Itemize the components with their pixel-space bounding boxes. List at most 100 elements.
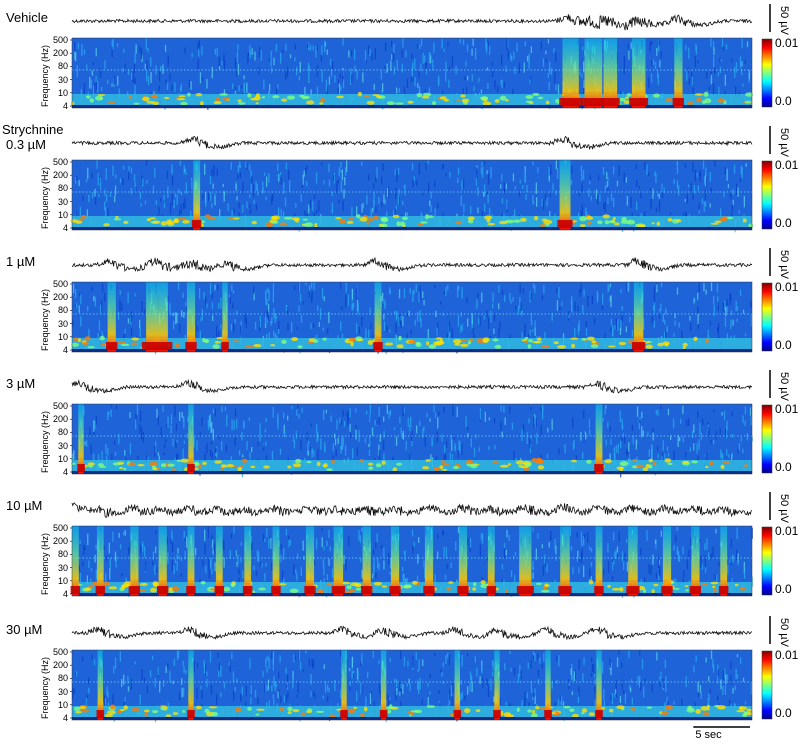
event-burst (128, 526, 140, 596)
frequency-tick-label: 10 (57, 209, 68, 220)
frequency-tick-label: 10 (57, 87, 68, 98)
frequency-tick-label: 80 (57, 549, 68, 560)
panel-label: Vehicle (6, 10, 48, 25)
colorbar-max-label: 0.01 (775, 402, 799, 416)
event-burst (389, 526, 401, 596)
eeg-trace (71, 378, 753, 394)
event-burst (672, 38, 684, 108)
frequency-tick-label: 200 (52, 170, 68, 181)
event-burst (626, 526, 640, 596)
frequency-tick-label: 30 (57, 562, 68, 573)
event-burst (106, 282, 118, 352)
event-burst (271, 526, 281, 596)
frequency-axis-label: Frequency (Hz) (40, 288, 50, 351)
frequency-tick-label: 500 (52, 401, 68, 411)
panel-label: 3 µM (6, 376, 35, 391)
frequency-tick-label: 200 (52, 292, 68, 303)
event-burst (157, 526, 169, 596)
event-burst (595, 650, 603, 720)
panel-label: 30 µM (6, 622, 42, 637)
event-burst (544, 650, 552, 720)
event-burst (221, 282, 229, 352)
eeg-trace (71, 625, 753, 641)
event-burst (361, 526, 373, 596)
event-burst (95, 526, 106, 596)
panel-label-line: 30 µM (6, 622, 43, 637)
colorbar-max-label: 0.01 (775, 280, 799, 294)
event-burst (70, 526, 81, 596)
spectrogram (70, 159, 754, 233)
frequency-tick-label: 30 (57, 74, 68, 85)
event-burst (453, 650, 462, 720)
voltage-scale-label: 50 µV (778, 494, 790, 523)
panel-label: Strychnine 0.3 µM (2, 122, 63, 152)
voltage-scale-label: 50 µV (778, 128, 790, 157)
frequency-tick-label: 200 (52, 414, 68, 425)
frequency-tick-label: 500 (52, 523, 68, 533)
event-burst (423, 526, 435, 596)
event-burst (340, 650, 348, 720)
frequency-tick-label: 10 (57, 699, 68, 710)
event-burst (96, 650, 105, 720)
frequency-tick-label: 80 (57, 61, 68, 72)
frequency-axis-label: Frequency (Hz) (40, 532, 50, 595)
event-burst (581, 38, 606, 108)
event-burst (186, 526, 196, 596)
colorbar-max-label: 0.01 (775, 648, 799, 662)
spectrogram (71, 649, 753, 723)
event-burst (191, 160, 202, 230)
panel-label-line: 3 µM (6, 376, 36, 391)
colorbar-min-label: 0.0 (775, 338, 792, 352)
frequency-tick-label: 4 (62, 713, 68, 723)
event-burst (214, 526, 225, 596)
frequency-tick-label: 80 (57, 183, 68, 194)
time-scale-label: 5 sec (695, 729, 722, 741)
frequency-tick-label: 30 (57, 318, 68, 329)
frequency-axis-label: Frequency (Hz) (40, 656, 50, 719)
event-burst (594, 404, 604, 474)
frequency-axis-label: Frequency (Hz) (40, 166, 50, 229)
frequency-tick-label: 80 (57, 305, 68, 316)
spectrogram (71, 37, 754, 110)
spectrogram (70, 403, 753, 478)
event-burst (373, 282, 383, 352)
event-burst (77, 404, 85, 474)
event-burst (141, 282, 173, 352)
frequency-tick-label: 4 (62, 345, 68, 355)
voltage-scale-label: 50 µV (778, 372, 790, 401)
frequency-axis-label: Frequency (Hz) (40, 44, 50, 107)
panel-label-line: 10 µM (6, 498, 43, 513)
frequency-tick-label: 500 (52, 279, 68, 289)
colorbar (761, 160, 773, 230)
event-burst (559, 38, 582, 108)
event-burst (718, 526, 729, 596)
colorbar-max-label: 0.01 (775, 158, 799, 172)
panel-label: 1 µM (6, 254, 35, 269)
frequency-tick-label: 30 (57, 440, 68, 451)
frequency-tick-label: 80 (57, 427, 68, 438)
event-burst (600, 38, 620, 108)
voltage-scale-label: 50 µV (778, 250, 790, 279)
event-burst (242, 526, 253, 596)
frequency-tick-label: 4 (62, 467, 68, 477)
colorbar-min-label: 0.0 (775, 460, 792, 474)
eeg-trace (71, 135, 753, 150)
frequency-tick-label: 200 (52, 48, 68, 59)
panel-label-line: 0.3 µM (6, 137, 47, 152)
frequency-tick-label: 80 (57, 673, 68, 684)
frequency-tick-label: 500 (52, 647, 68, 657)
event-burst (187, 650, 195, 720)
event-burst (331, 526, 345, 596)
frequency-tick-label: 200 (52, 660, 68, 671)
colorbar-min-label: 0.0 (775, 216, 792, 230)
voltage-scale-label: 50 µV (778, 6, 790, 35)
frequency-tick-label: 200 (52, 536, 68, 547)
frequency-tick-label: 500 (52, 157, 68, 167)
panel-label-line: Strychnine (2, 122, 64, 137)
eeg-trace (71, 14, 753, 31)
spectrogram (71, 281, 753, 355)
event-burst (594, 526, 604, 596)
colorbar (761, 404, 773, 474)
frequency-tick-label: 10 (57, 453, 68, 464)
